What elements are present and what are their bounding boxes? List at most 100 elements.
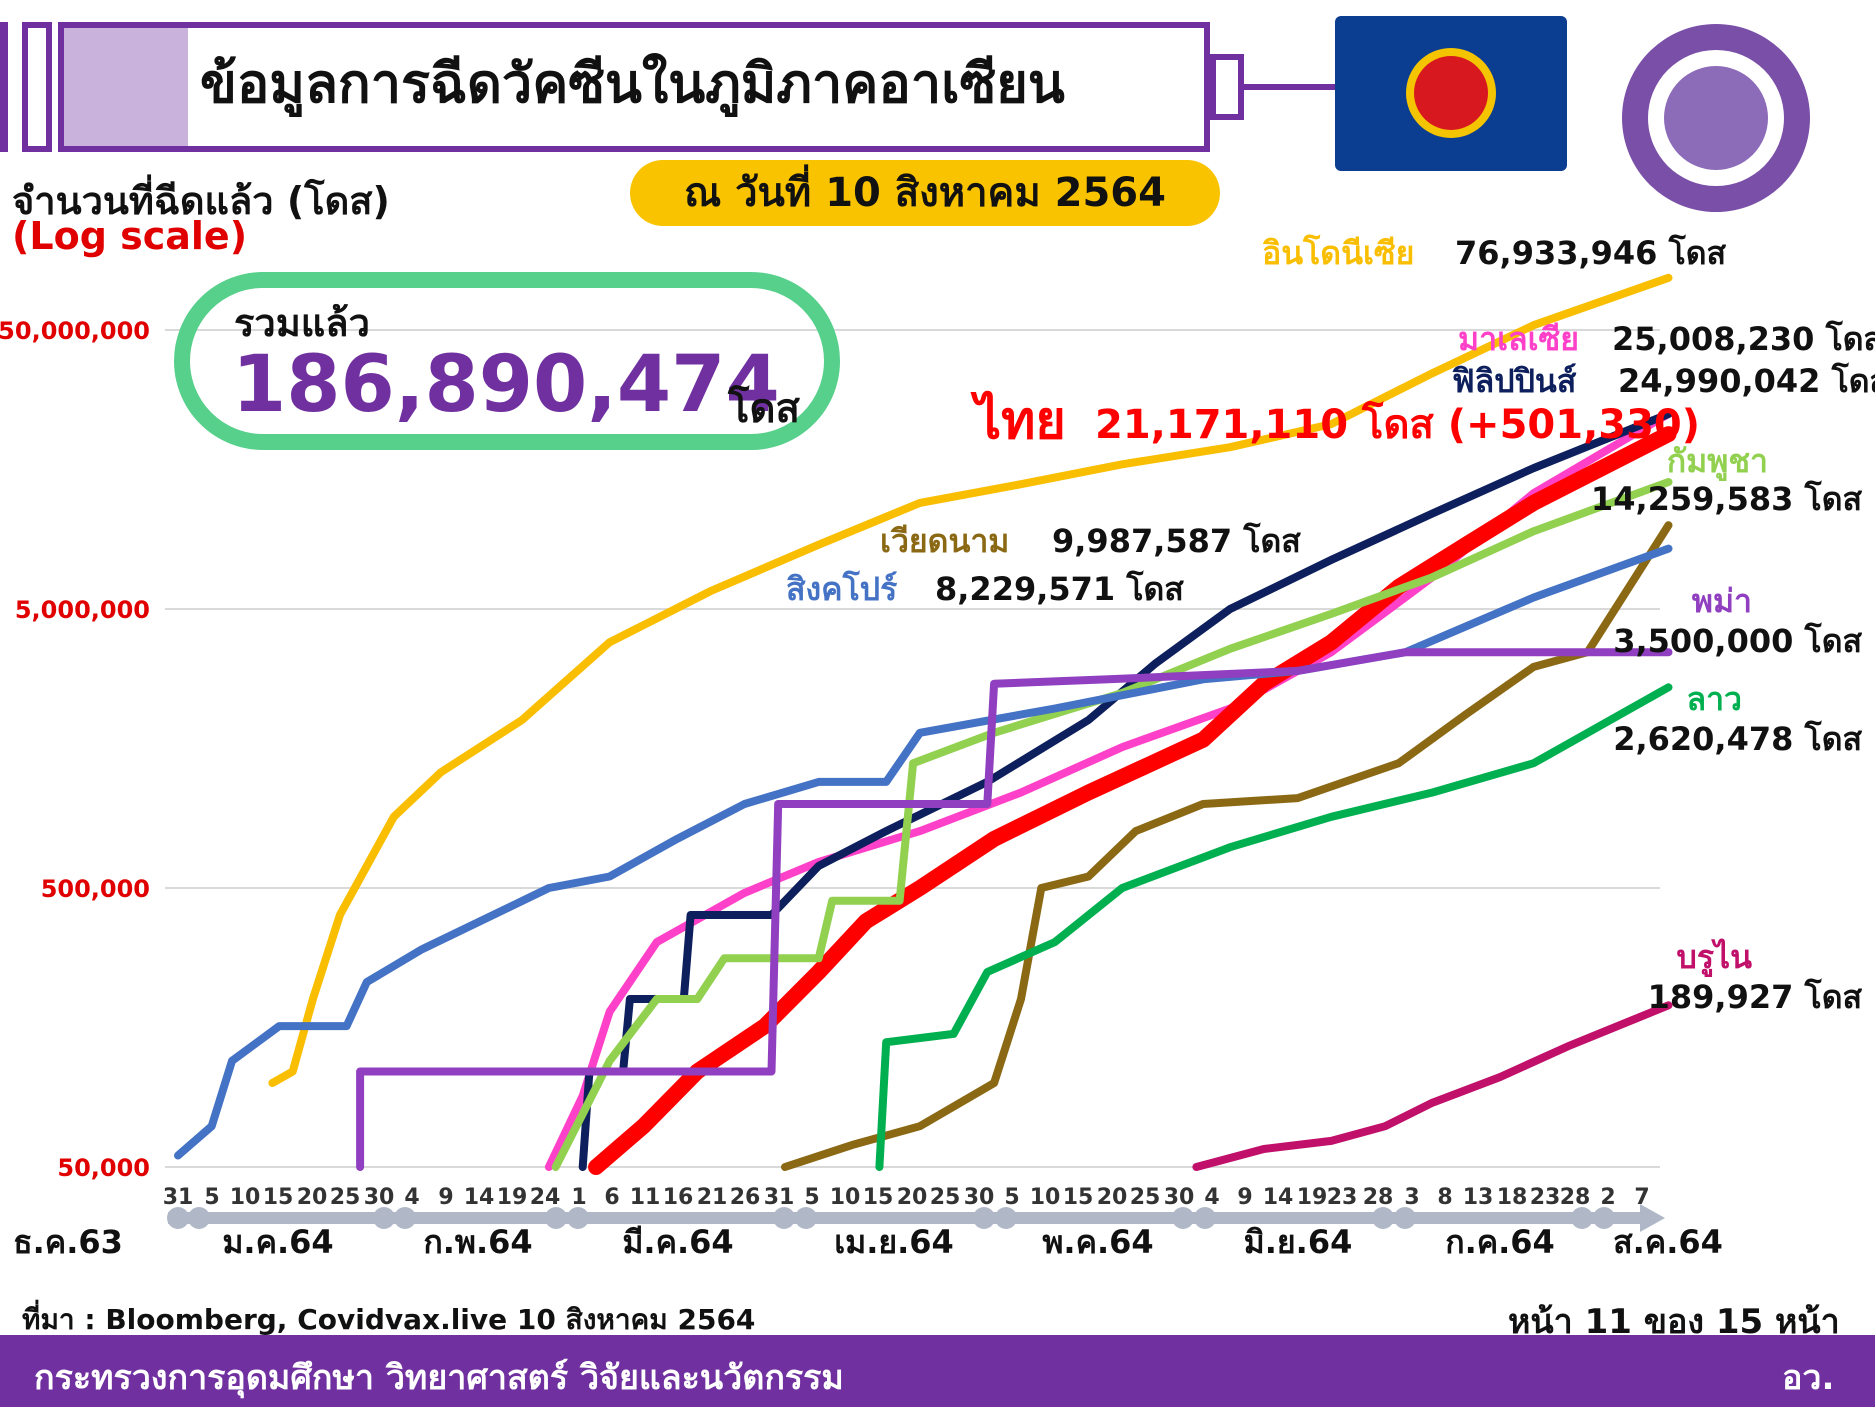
footer-abbreviation: อว. (1782, 1358, 1835, 1398)
series-line (268, 273, 1673, 1087)
x-tick-label: 10 (230, 1185, 261, 1210)
x-tick-label: 24 (530, 1185, 561, 1210)
x-tick-label: 16 (663, 1185, 694, 1210)
x-tick-label: 3 (1404, 1185, 1419, 1210)
x-tick-label: 5 (1004, 1185, 1019, 1210)
footer-bar (0, 1335, 1875, 1407)
x-tick-label: 25 (1130, 1185, 1161, 1210)
series-name-label: ฟิลิปปินส์ (1452, 362, 1577, 400)
x-tick-label: 20 (897, 1185, 928, 1210)
series-name-label: พม่า (1692, 582, 1752, 620)
y-tick-label: 50,000,000 (0, 317, 150, 345)
series-value-label: 8,229,571 โดส (935, 570, 1184, 608)
date-badge: ณ วันที่ 10 สิงหาคม 2564 (630, 160, 1220, 226)
x-tick-label: 14 (1263, 1185, 1294, 1210)
x-month-label: ก.ค.64 (1445, 1223, 1555, 1261)
x-tick-label: 23 (1530, 1185, 1561, 1210)
series-value-label: 14,259,583 โดส (1591, 480, 1863, 518)
syringe-tip (1210, 54, 1244, 120)
x-tick-label: 4 (1204, 1185, 1219, 1210)
series-value-label: 189,927 โดส (1648, 978, 1863, 1016)
x-tick-label: 9 (438, 1185, 453, 1210)
x-tick-label: 25 (330, 1185, 361, 1210)
syringe-fill (64, 28, 188, 146)
x-axis-dot (1593, 1207, 1615, 1229)
x-tick-label: 6 (604, 1185, 619, 1210)
x-month-label: ธ.ค.63 (13, 1223, 123, 1261)
total-label: รวมแล้ว (234, 301, 370, 345)
y-tick-label: 5,000,000 (15, 596, 150, 624)
x-tick-label: 5 (804, 1185, 819, 1210)
syringe-plunger-bar (0, 22, 8, 152)
series-line (781, 521, 1673, 1171)
series-value-label: 25,008,230 โดส (1612, 320, 1875, 358)
series-value-label: 24,990,042 โดส (1618, 362, 1875, 400)
x-tick-label: 21 (697, 1185, 728, 1210)
x-tick-label: 11 (630, 1185, 661, 1210)
series-value-label: 21,171,110 โดส (+501,330) (1095, 401, 1700, 448)
x-axis-dot (973, 1207, 995, 1229)
x-tick-label: 23 (1327, 1185, 1358, 1210)
x-month-label: มิ.ย.64 (1244, 1223, 1353, 1261)
x-axis-arrow (1640, 1204, 1665, 1232)
ministry-seal-core (1664, 66, 1768, 170)
x-tick-label: 8 (1437, 1185, 1452, 1210)
y-axis-scale-note: (Log scale) (12, 214, 248, 258)
series-line (551, 478, 1673, 1171)
x-tick-label: 7 (1634, 1185, 1649, 1210)
x-tick-label: 31 (163, 1185, 194, 1210)
x-tick-label: 19 (497, 1185, 528, 1210)
x-month-label: มี.ค.64 (622, 1223, 733, 1261)
x-tick-label: 20 (297, 1185, 328, 1210)
x-axis-dot (394, 1207, 416, 1229)
series-name-label: กัมพูชา (1667, 442, 1768, 482)
total-unit: โดส (728, 386, 800, 432)
syringe-needle (1244, 84, 1339, 90)
syringe-title-frame (58, 22, 1210, 152)
series-name-label: ไทย (970, 390, 1066, 451)
x-month-label: พ.ค.64 (1042, 1223, 1153, 1261)
total-box (174, 272, 840, 450)
x-axis-dot (795, 1207, 817, 1229)
series-line (174, 544, 1673, 1160)
x-month-label: ม.ค.64 (222, 1223, 333, 1261)
x-tick-label: 9 (1237, 1185, 1252, 1210)
x-axis-dot (1372, 1207, 1394, 1229)
x-axis-dot (995, 1207, 1017, 1229)
series-name-label: อินโดนีเซีย (1262, 234, 1414, 272)
series-value-label: 76,933,946 โดส (1455, 234, 1727, 272)
x-axis-dot (1194, 1207, 1216, 1229)
x-axis-dot (773, 1207, 795, 1229)
x-tick-label: 1 (571, 1185, 586, 1210)
series-name-label: บรูไน (1677, 938, 1753, 978)
series-line (875, 683, 1673, 1171)
series-value-label: 9,987,587 โดส (1052, 522, 1301, 560)
x-tick-label: 10 (1030, 1185, 1061, 1210)
x-axis-dot (188, 1207, 210, 1229)
x-tick-label: 15 (263, 1185, 294, 1210)
source-note: ที่มา : Bloomberg, Covidvax.live 10 สิงห… (22, 1303, 756, 1336)
x-tick-label: 14 (464, 1185, 495, 1210)
series-line (1192, 1001, 1673, 1171)
y-tick-label: 50,000 (57, 1154, 150, 1182)
x-axis-dot (567, 1207, 589, 1229)
series-value-label: 3,500,000 โดส (1613, 622, 1862, 660)
syringe-plunger (22, 22, 52, 152)
x-tick-label: 10 (830, 1185, 861, 1210)
x-tick-label: 5 (204, 1185, 219, 1210)
x-axis-dot (1394, 1207, 1416, 1229)
footer-organization: กระทรวงการอุดมศึกษา วิทยาศาสตร์ วิจัยและ… (34, 1358, 844, 1398)
y-axis-label: จำนวนที่ฉีดแล้ว (โดส) (12, 179, 390, 223)
asean-emblem-icon (1414, 56, 1488, 130)
y-tick-label: 500,000 (41, 875, 150, 903)
x-month-label: ก.พ.64 (423, 1223, 532, 1261)
x-tick-label: 2 (1600, 1185, 1615, 1210)
series-name-label: ลาว (1686, 680, 1742, 718)
x-axis-dot (545, 1207, 567, 1229)
x-tick-label: 30 (964, 1185, 995, 1210)
series-value-label: 2,620,478 โดส (1613, 720, 1862, 758)
x-tick-label: 30 (364, 1185, 395, 1210)
page-title: ข้อมูลการฉีดวัคซีนในภูมิภาคอาเซียน (200, 52, 1065, 115)
x-tick-label: 25 (930, 1185, 961, 1210)
